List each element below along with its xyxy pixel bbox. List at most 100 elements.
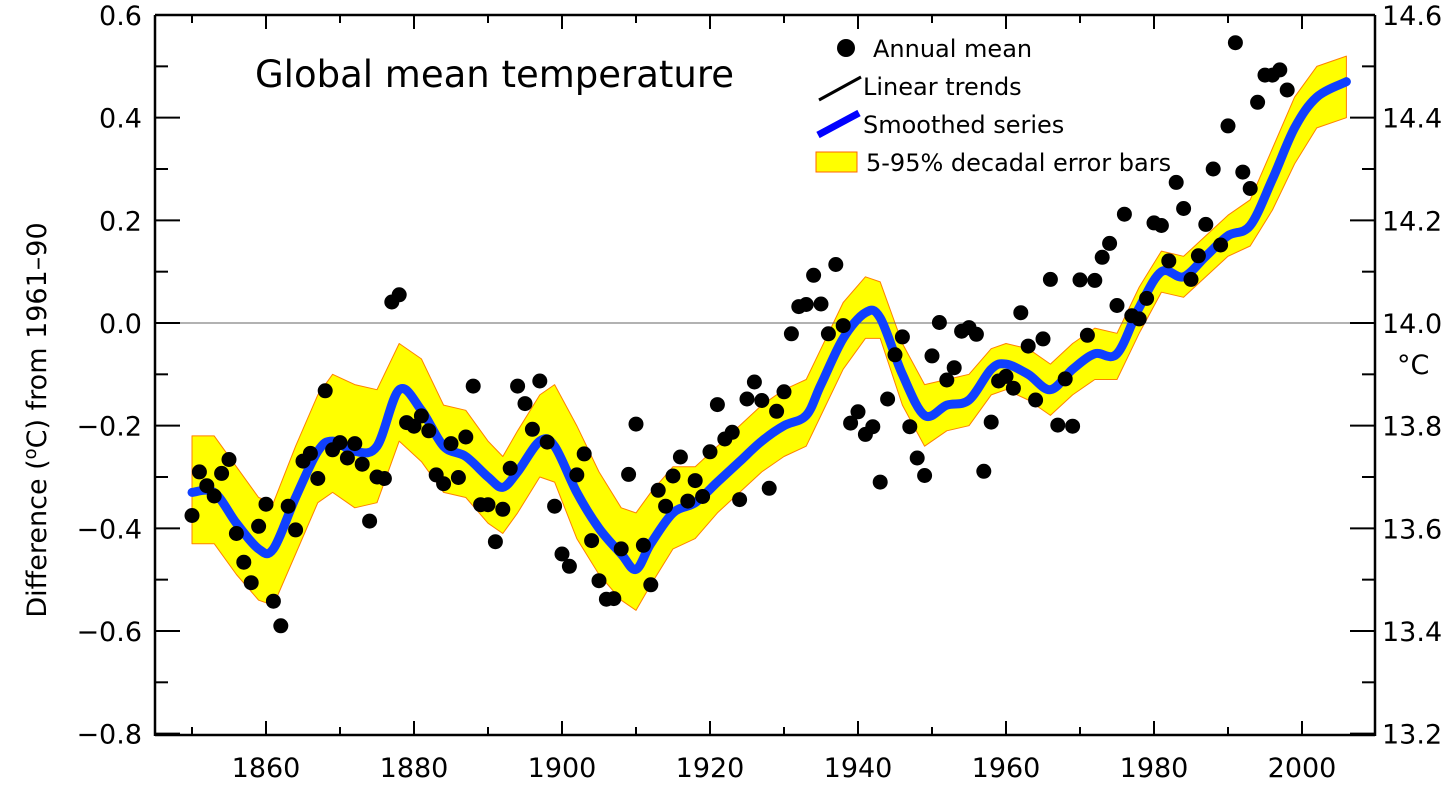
annual-mean-point: [502, 460, 518, 476]
annual-mean-point: [628, 416, 644, 432]
annual-mean-point: [1176, 201, 1192, 216]
annual-mean-point: [769, 403, 785, 419]
annual-mean-point: [443, 436, 459, 452]
annual-mean-point: [376, 471, 392, 486]
annual-mean-point: [413, 408, 429, 424]
y2-tick-label: 13.8: [1382, 412, 1442, 443]
annual-mean-point: [806, 267, 822, 283]
annual-mean-point: [524, 421, 540, 437]
annual-mean-point: [1065, 418, 1081, 434]
annual-mean-point: [1161, 253, 1177, 269]
y2-axis-unit-label: °C: [1397, 350, 1429, 381]
annual-mean-point: [946, 360, 962, 376]
annual-mean-point: [820, 326, 836, 342]
annual-mean-point: [835, 318, 851, 334]
annual-mean-point: [1227, 35, 1243, 51]
annual-mean-point: [302, 445, 318, 461]
annual-mean-point: [865, 419, 881, 435]
annual-mean-point: [288, 522, 304, 538]
annual-mean-point: [450, 470, 466, 485]
annual-mean-point: [184, 508, 200, 523]
x-tick-label: 1920: [676, 753, 745, 784]
annual-mean-point: [532, 373, 548, 389]
annual-mean-point: [554, 546, 570, 562]
legend-label-smoothed-series: Smoothed series: [863, 111, 1064, 139]
legend-label-error-bars: 5-95% decadal error bars: [866, 149, 1171, 177]
y-tick-label: −0.4: [76, 514, 142, 545]
annual-mean-point: [1242, 181, 1258, 196]
annual-mean-point: [1057, 371, 1073, 387]
x-tick-label: 1860: [232, 753, 301, 784]
annual-mean-point: [658, 498, 674, 514]
annual-mean-point: [1205, 161, 1221, 177]
annual-mean-point: [243, 575, 259, 591]
annual-mean-point: [1072, 272, 1088, 288]
y2-tick-label: 14.0: [1382, 309, 1442, 340]
annual-mean-point: [902, 419, 918, 435]
annual-mean-point: [880, 391, 896, 407]
annual-mean-point: [813, 296, 829, 312]
annual-mean-point: [510, 378, 526, 394]
x-tick-label: 1960: [972, 753, 1041, 784]
annual-mean-point: [1005, 380, 1021, 396]
annual-mean-point: [1183, 271, 1199, 287]
y-tick-label: 0.6: [99, 1, 142, 32]
annual-mean-point: [761, 480, 777, 496]
annual-mean-point: [591, 573, 607, 589]
legend-thick-line-marker: [816, 109, 861, 139]
annual-mean-point: [1116, 206, 1132, 222]
annual-mean-point: [798, 297, 814, 312]
annual-mean-point: [1235, 164, 1251, 180]
y-tick-label: −0.2: [76, 412, 142, 443]
annual-mean-point: [1190, 248, 1206, 264]
y-tick-label: 0.2: [99, 206, 142, 237]
annual-mean-point: [576, 446, 592, 462]
annual-mean-point: [828, 257, 844, 272]
annual-mean-point: [1198, 216, 1214, 232]
y2-tick-label: 14.6: [1382, 1, 1442, 32]
annual-mean-point: [695, 489, 711, 504]
annual-mean-point: [251, 518, 267, 534]
y2-tick-label: 14.4: [1382, 104, 1442, 135]
annual-mean-point: [1109, 298, 1125, 313]
annual-mean-point: [436, 476, 452, 492]
annual-mean-point: [465, 378, 481, 394]
annual-mean-points: [184, 35, 1295, 634]
y2-tick-label: 13.6: [1382, 514, 1442, 545]
annual-mean-point: [621, 466, 637, 482]
error-band-layer: [191, 55, 1347, 611]
annual-mean-point: [547, 498, 563, 514]
legend-box-marker: [815, 151, 858, 173]
annual-mean-point: [191, 464, 207, 480]
annual-mean-point: [635, 537, 651, 553]
annual-mean-point: [487, 534, 503, 550]
annual-mean-point: [850, 404, 866, 420]
annual-mean-point: [687, 473, 703, 489]
annual-mean-point: [1220, 118, 1236, 134]
annual-mean-point: [1050, 417, 1066, 433]
tick-labels: 0.6 0.4 0.2 0.0 −0.2 −0.4 −0.6 −0.8 14.6 14.4 14.2…: [76, 1, 1442, 784]
annual-mean-point: [1042, 271, 1058, 287]
annual-mean-point: [310, 471, 326, 486]
annual-mean-point: [539, 434, 555, 450]
annual-mean-point: [1035, 331, 1051, 347]
annual-mean-point: [843, 415, 859, 431]
annual-mean-point: [1250, 94, 1266, 110]
annual-mean-point: [606, 591, 622, 607]
annual-mean-point: [584, 533, 600, 549]
y-tick-label: 0.0: [99, 309, 142, 340]
x-tick-label: 1880: [380, 753, 449, 784]
annual-mean-point: [613, 541, 629, 557]
annual-mean-point: [273, 618, 289, 634]
x-tick-label: 1900: [528, 753, 597, 784]
x-tick-label: 1980: [1120, 753, 1189, 784]
annual-mean-point: [1139, 290, 1155, 306]
y-tick-label: −0.6: [76, 617, 142, 648]
annual-mean-point: [739, 391, 755, 407]
y-tick-label: −0.8: [76, 720, 142, 751]
annual-mean-point: [1028, 392, 1044, 408]
annual-mean-point: [214, 465, 230, 481]
annual-mean-point: [1087, 272, 1103, 288]
annual-mean-point: [894, 329, 910, 345]
annual-mean-point: [1213, 237, 1229, 253]
